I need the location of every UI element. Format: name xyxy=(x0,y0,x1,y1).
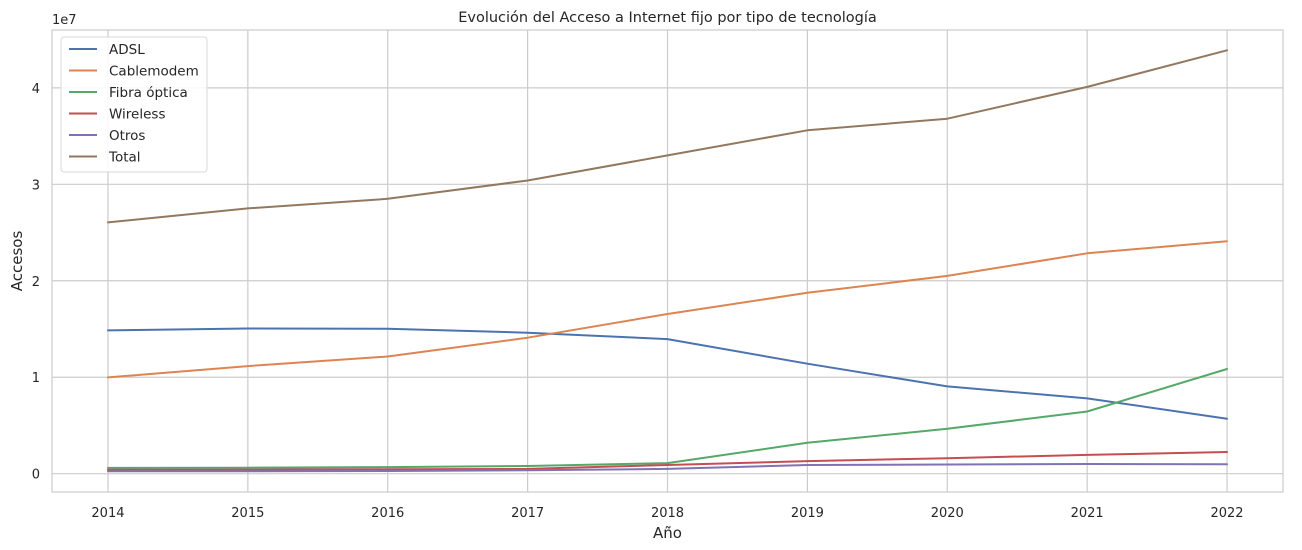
y-tick-label: 1 xyxy=(32,371,40,386)
series-layer xyxy=(107,49,1228,473)
legend-box xyxy=(60,36,208,173)
legend-entry-label: Fibra óptica xyxy=(109,85,188,101)
legend: ADSL Cablemodem Fibra óptica Wireless Otros T… xyxy=(60,36,208,173)
legend-entry-label: Total xyxy=(108,150,141,166)
y-axis-label: Accesos xyxy=(8,231,26,292)
series-line-otros xyxy=(107,463,1228,473)
y-tick-label: 2 xyxy=(32,275,40,290)
y-tick-label: 3 xyxy=(32,178,40,193)
legend-entry-label: ADSL xyxy=(109,42,145,58)
series-line-adsl xyxy=(107,327,1228,420)
y-tick-label: 4 xyxy=(32,82,40,97)
chart-title: Evolución del Acceso a Internet fijo por… xyxy=(458,10,877,26)
legend-entry-label: Otros xyxy=(109,128,145,144)
y-tick-labels: 0 1 2 3 4 xyxy=(32,82,40,483)
x-tick-label: 2014 xyxy=(91,506,124,521)
x-axis-label: Año xyxy=(653,524,682,542)
series-line-wireless xyxy=(107,451,1228,471)
x-tick-label: 2019 xyxy=(791,506,824,521)
x-tick-label: 2015 xyxy=(231,506,264,521)
x-tick-labels: 2014 2015 2016 2017 2018 2019 2020 2021 2022 xyxy=(91,506,1243,521)
x-tick-label: 2020 xyxy=(931,506,964,521)
series-line-cablemodem xyxy=(107,240,1228,379)
y-axis-offset-label: 1e7 xyxy=(52,13,77,28)
x-tick-label: 2022 xyxy=(1210,506,1243,521)
series-line-fibra-optica xyxy=(107,368,1228,469)
legend-entry-label: Cablemodem xyxy=(109,64,199,80)
x-tick-label: 2021 xyxy=(1071,506,1104,521)
x-tick-label: 2017 xyxy=(511,506,544,521)
y-tick-label: 0 xyxy=(32,468,40,483)
x-tick-label: 2018 xyxy=(651,506,684,521)
grid-layer xyxy=(52,30,1283,492)
plot-frame xyxy=(51,29,1284,493)
legend-entry-label: Wireless xyxy=(109,107,166,123)
x-tick-label: 2016 xyxy=(371,506,404,521)
series-line-total xyxy=(107,49,1228,224)
